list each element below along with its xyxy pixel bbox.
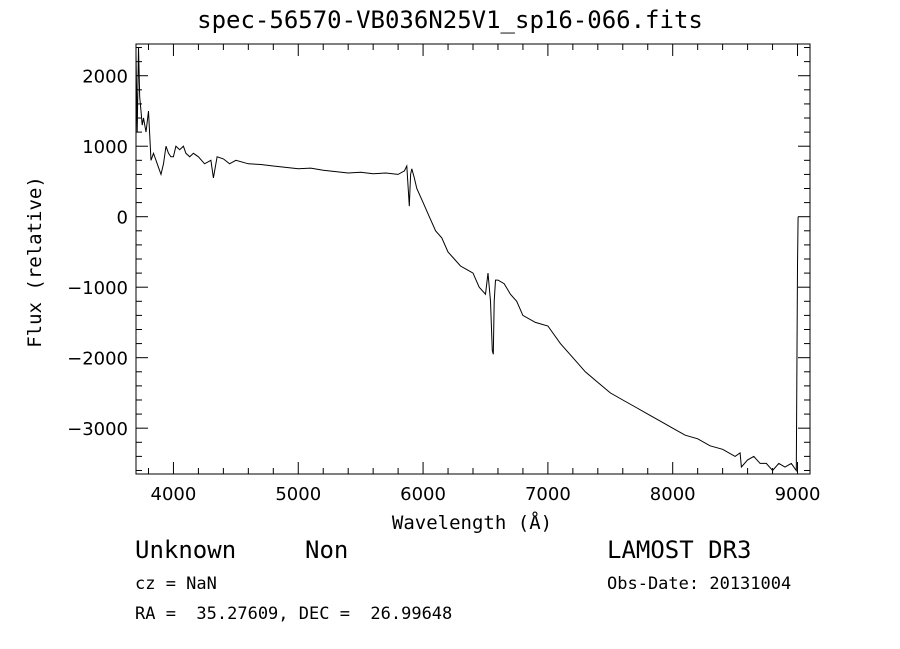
x-tick-label: 6000 (400, 484, 446, 505)
x-tick-label: 7000 (525, 484, 571, 505)
survey-name: LAMOST DR3 (607, 536, 752, 564)
ra-dec-coordinates: RA = 35.27609, DEC = 26.99648 (135, 604, 453, 624)
y-axis-label: Flux (relative) (24, 176, 46, 348)
y-tick-label: −2000 (67, 349, 128, 370)
observation-date: Obs-Date: 20131004 (607, 574, 792, 594)
spectrum-line (135, 47, 799, 473)
x-axis-label: Wavelength (Å) (392, 511, 552, 534)
object-subclass: Non (305, 536, 349, 564)
y-tick-label: 0 (117, 208, 128, 229)
x-tick-label: 5000 (275, 484, 321, 505)
chart-title: spec-56570-VB036N25V1_sp16-066.fits (197, 6, 703, 34)
axes (135, 43, 811, 475)
y-tick-label: −3000 (67, 419, 128, 440)
object-class: Unknown (135, 536, 237, 564)
x-tick-label: 9000 (775, 484, 821, 505)
axis-ticks (136, 44, 810, 474)
y-tick-label: 2000 (82, 67, 128, 88)
y-tick-label: −1000 (67, 278, 128, 299)
tick-labels: 4000 5000 6000 7000 8000 9000 −3000 −2000 −1000 0… (67, 67, 820, 505)
x-tick-label: 4000 (151, 484, 197, 505)
plot-frame (135, 43, 811, 475)
x-tick-label: 8000 (650, 484, 696, 505)
redshift-cz: cz = NaN (135, 574, 217, 594)
y-tick-label: 1000 (82, 137, 128, 158)
